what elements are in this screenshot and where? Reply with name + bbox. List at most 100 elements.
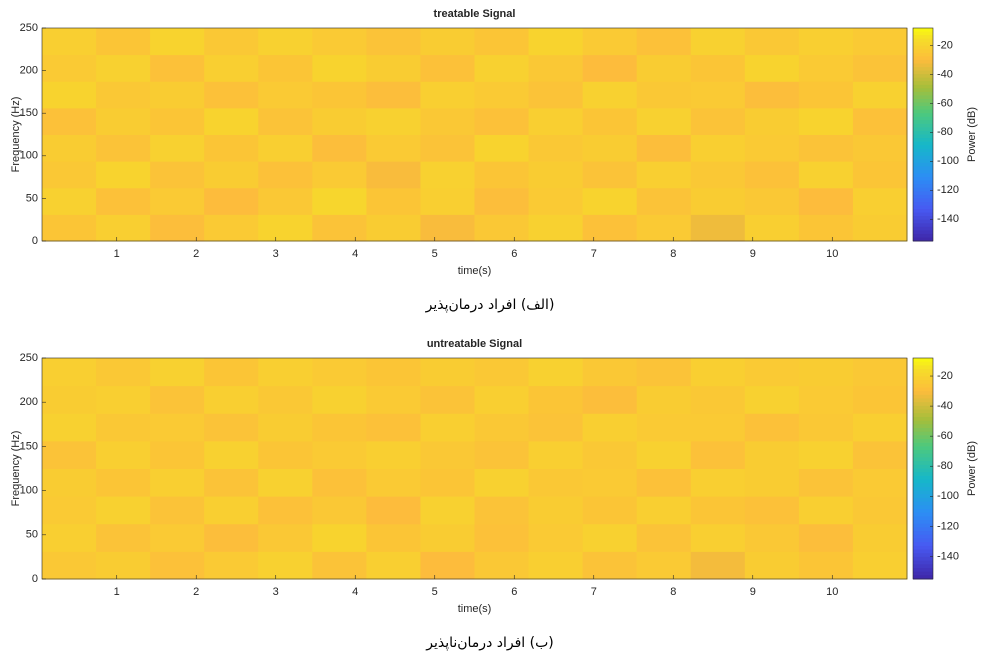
heat-cell bbox=[258, 54, 313, 82]
heat-cell bbox=[42, 523, 97, 552]
colorbar-swatch bbox=[913, 534, 933, 539]
heat-cell bbox=[852, 187, 908, 215]
heat-cell bbox=[258, 468, 313, 497]
heat-cell bbox=[258, 214, 313, 242]
heat-cell bbox=[852, 440, 908, 469]
heat-cell bbox=[420, 496, 475, 525]
heat-cell bbox=[366, 551, 421, 580]
heat-cell bbox=[582, 107, 638, 135]
heat-cell bbox=[690, 28, 746, 56]
heat-cell bbox=[150, 413, 205, 442]
x-tick-label: 3 bbox=[273, 586, 279, 598]
colorbar-frame bbox=[912, 27, 934, 242]
colorbar-swatch bbox=[913, 223, 933, 228]
heat-cell bbox=[96, 551, 151, 580]
colorbar-swatch bbox=[913, 497, 933, 503]
colorbar-tick-label: -80 bbox=[937, 126, 953, 138]
colorbar-swatch bbox=[913, 483, 933, 488]
colorbar-swatch bbox=[913, 113, 933, 118]
heat-cell bbox=[312, 440, 367, 469]
heat-cell bbox=[150, 385, 205, 414]
heat-cell bbox=[744, 214, 800, 242]
colorbar-swatch bbox=[913, 77, 933, 82]
colorbar-swatch bbox=[913, 475, 933, 481]
colorbar-swatch bbox=[913, 67, 933, 72]
heat-cell bbox=[258, 358, 313, 387]
heat-cell bbox=[258, 81, 313, 109]
heat-cell bbox=[528, 81, 584, 109]
x-tick-label: 2 bbox=[193, 586, 199, 598]
heat-cell bbox=[744, 358, 800, 387]
colorbar-swatch bbox=[913, 409, 933, 414]
heat-cell bbox=[420, 468, 475, 497]
colorbar-swatch bbox=[913, 435, 933, 440]
colorbar-swatch bbox=[913, 501, 933, 506]
heat-cell bbox=[852, 28, 908, 56]
heat-cell bbox=[258, 28, 313, 56]
heat-cell bbox=[852, 134, 908, 162]
heat-cell bbox=[798, 54, 854, 82]
heat-cell bbox=[150, 358, 205, 387]
colorbar-swatch bbox=[913, 424, 933, 429]
heat-cell bbox=[312, 54, 367, 82]
heat-cell bbox=[582, 523, 638, 552]
heat-cell bbox=[852, 523, 908, 552]
colorbar-label: Power (dB) bbox=[966, 441, 978, 496]
heat-cell bbox=[528, 214, 584, 242]
y-tick-label: 0 bbox=[32, 573, 38, 585]
heat-cell bbox=[258, 187, 313, 215]
heat-cell bbox=[42, 54, 97, 82]
colorbar-swatch bbox=[913, 127, 933, 132]
colorbar-swatch bbox=[913, 70, 933, 75]
colorbar-tick-label: -40 bbox=[937, 400, 953, 412]
heat-cell bbox=[690, 107, 746, 135]
colorbar-swatch bbox=[913, 219, 933, 224]
heat-cell bbox=[204, 107, 259, 135]
colorbar-swatch bbox=[913, 531, 933, 536]
heat-cell bbox=[636, 413, 692, 442]
heat-cell bbox=[150, 214, 205, 242]
heat-cell bbox=[312, 81, 367, 109]
heat-cell bbox=[96, 385, 151, 414]
heat-cell bbox=[744, 523, 800, 552]
heat-cell bbox=[312, 358, 367, 387]
heat-cell bbox=[96, 358, 151, 387]
x-tick-label: 9 bbox=[750, 248, 756, 260]
heat-cell bbox=[204, 358, 259, 387]
heat-cell bbox=[798, 385, 854, 414]
heat-cell bbox=[150, 496, 205, 525]
chart-title: treatable Signal bbox=[434, 8, 516, 20]
x-tick-label: 8 bbox=[670, 248, 676, 260]
heat-cell bbox=[312, 187, 367, 215]
heat-cell bbox=[312, 107, 367, 135]
x-tick-label: 4 bbox=[352, 248, 358, 260]
heat-cell bbox=[366, 358, 421, 387]
heat-cell bbox=[258, 161, 313, 189]
colorbar-swatch bbox=[913, 387, 933, 392]
heat-cell bbox=[204, 551, 259, 580]
heat-cell bbox=[150, 468, 205, 497]
heat-cell bbox=[204, 496, 259, 525]
x-tick-label: 5 bbox=[432, 248, 438, 260]
colorbar-swatch bbox=[913, 84, 933, 89]
heat-cell bbox=[852, 468, 908, 497]
heat-cell bbox=[366, 187, 421, 215]
heat-cell bbox=[366, 468, 421, 497]
heat-cell bbox=[852, 214, 908, 242]
heat-cell bbox=[366, 161, 421, 189]
colorbar-swatch bbox=[913, 468, 933, 473]
colorbar-swatch bbox=[913, 226, 933, 231]
colorbar-swatch bbox=[913, 453, 933, 458]
heat-cell bbox=[366, 54, 421, 82]
colorbar-swatch bbox=[913, 564, 933, 569]
heat-cell bbox=[528, 496, 584, 525]
heat-cell bbox=[690, 385, 746, 414]
colorbar-swatch bbox=[913, 120, 933, 125]
y-tick-label: 250 bbox=[20, 352, 38, 364]
colorbar-swatch bbox=[913, 358, 933, 363]
heat-cell bbox=[366, 81, 421, 109]
heat-cell bbox=[42, 440, 97, 469]
heat-cell bbox=[582, 54, 638, 82]
colorbar-swatch bbox=[913, 472, 933, 477]
heat-cell bbox=[42, 187, 97, 215]
